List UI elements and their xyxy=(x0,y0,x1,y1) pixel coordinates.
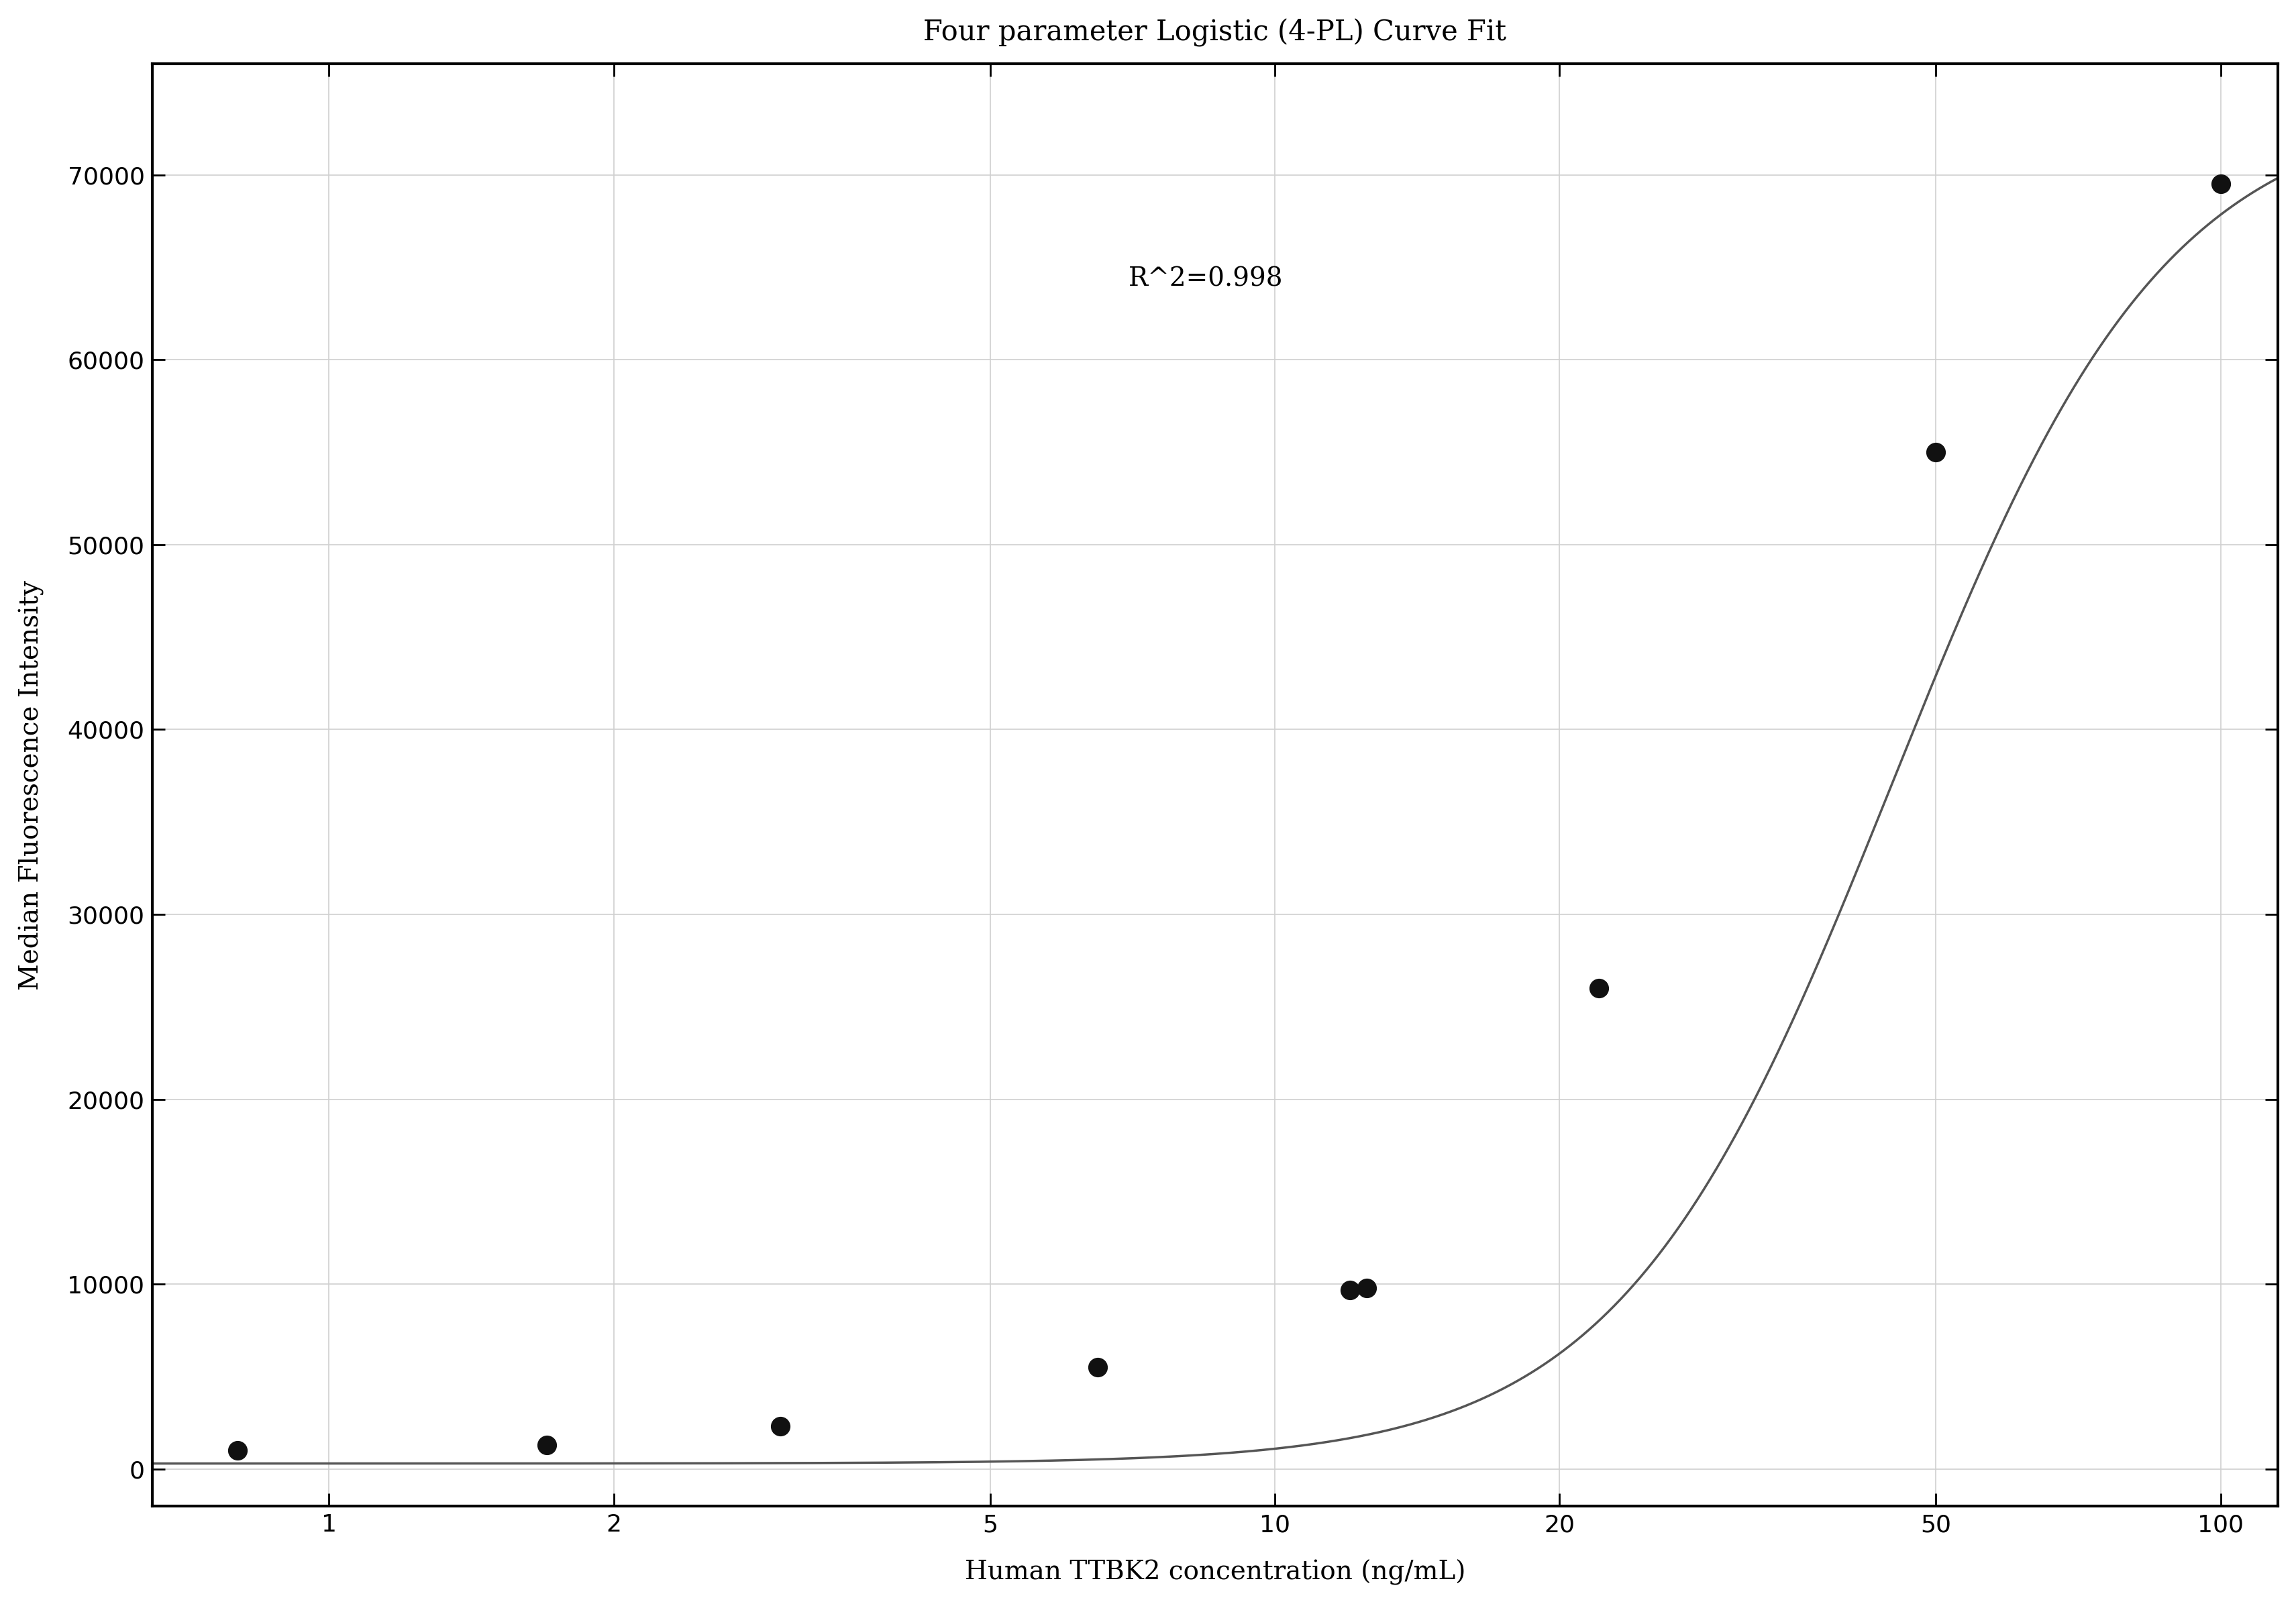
Point xyxy=(528,1432,565,1458)
Point xyxy=(1332,1277,1368,1302)
Point xyxy=(1917,439,1954,465)
Point xyxy=(1348,1275,1384,1301)
Title: Four parameter Logistic (4-PL) Curve Fit: Four parameter Logistic (4-PL) Curve Fit xyxy=(923,19,1506,47)
Point xyxy=(2202,172,2239,197)
Point xyxy=(1580,975,1616,1001)
X-axis label: Human TTBK2 concentration (ng/mL): Human TTBK2 concentration (ng/mL) xyxy=(964,1559,1465,1585)
Point xyxy=(762,1413,799,1439)
Point xyxy=(218,1437,255,1463)
Point xyxy=(1079,1354,1116,1379)
Y-axis label: Median Fluorescence Intensity: Median Fluorescence Intensity xyxy=(18,581,44,990)
Text: R^2=0.998: R^2=0.998 xyxy=(1127,266,1283,292)
